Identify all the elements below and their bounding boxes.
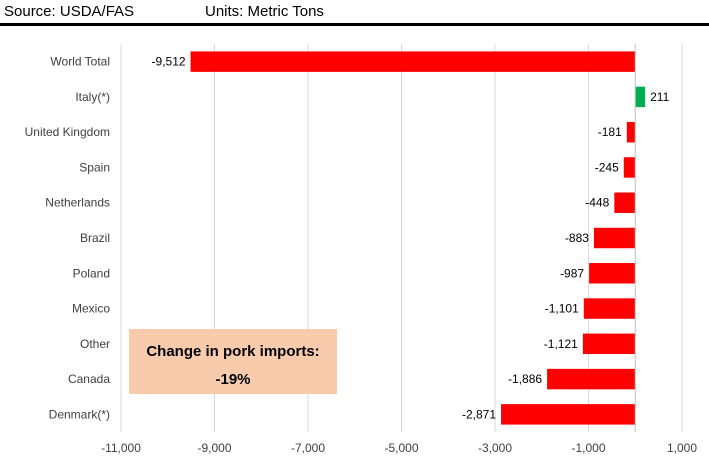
data-label: -181 (598, 125, 622, 139)
bar (623, 157, 636, 178)
category-label: Denmark(*) (49, 407, 110, 421)
bar (593, 227, 636, 249)
bar (190, 51, 636, 72)
x-tick-labels: -11,000 -9,000 -7,000 -5,000 -3,000 -1,000 1,0… (101, 441, 697, 455)
category-label: Other (80, 337, 110, 351)
data-label: 211 (650, 90, 669, 104)
callout-background (129, 329, 337, 394)
bar (501, 404, 636, 425)
data-label: -245 (595, 160, 619, 174)
header-divider (0, 23, 709, 26)
category-label: Brazil (80, 231, 110, 245)
callout-title: Change in pork imports: (146, 343, 319, 360)
data-label: -9,512 (152, 55, 186, 69)
data-labels: -9,512 211 -181 -245 -448 -883 -987 -1,101 -1,12… (152, 55, 670, 422)
x-tick-label: 1,000 (667, 441, 697, 455)
category-label: Canada (68, 372, 110, 386)
callout-value: -19% (215, 371, 250, 388)
x-tick-label: -9,000 (197, 441, 231, 455)
units-note: Units: Metric Tons (205, 3, 324, 20)
bars (190, 51, 646, 425)
category-label: Poland (73, 266, 110, 280)
data-label: -1,121 (544, 337, 578, 351)
category-label: Italy(*) (75, 90, 110, 104)
data-label: -1,886 (508, 372, 542, 386)
source-note: Source: USDA/FAS (4, 3, 135, 20)
bar (589, 263, 636, 284)
data-label: -987 (560, 266, 584, 280)
bar (635, 86, 646, 108)
category-labels: World Total Italy(*) United Kingdom Spain Ne… (25, 55, 111, 422)
category-label: Netherlands (45, 196, 110, 210)
x-tick-label: -3,000 (478, 441, 512, 455)
category-label: World Total (50, 55, 110, 69)
category-label: Spain (79, 160, 110, 174)
bar (582, 333, 636, 355)
x-tick-label: -11,000 (101, 441, 141, 455)
x-tick-label: -5,000 (384, 441, 418, 455)
category-label: United Kingdom (25, 125, 110, 139)
x-tick-label: -1,000 (571, 441, 605, 455)
bar (547, 368, 636, 390)
category-label: Mexico (72, 302, 110, 316)
bar (614, 192, 636, 213)
data-label: -1,101 (545, 302, 579, 316)
data-label: -2,871 (462, 407, 496, 421)
bar (626, 121, 636, 143)
chart-header: Source: USDA/FAS Units: Metric Tons (0, 0, 709, 24)
data-label: -883 (565, 231, 589, 245)
callout-box: Change in pork imports: -19% (129, 329, 337, 394)
data-label: -448 (585, 196, 609, 210)
bar (583, 298, 636, 319)
x-tick-label: -7,000 (291, 441, 325, 455)
